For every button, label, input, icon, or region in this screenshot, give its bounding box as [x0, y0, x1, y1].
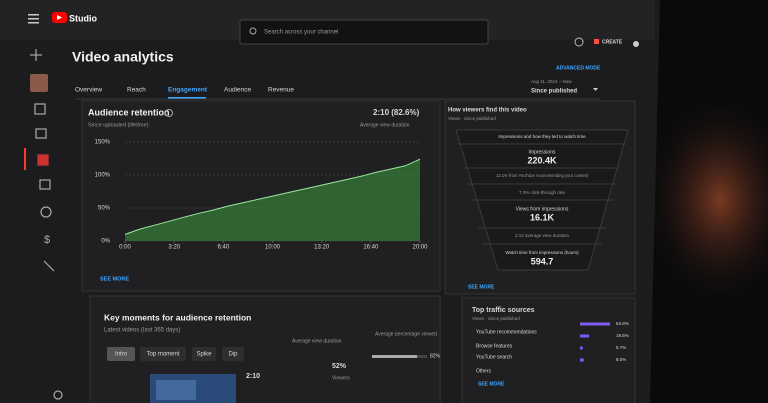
- views: 16.1K: [530, 212, 555, 222]
- tab[interactable]: Overview: [75, 87, 102, 94]
- svg-text:$: $: [44, 234, 50, 246]
- x-tick-label: 0:00: [119, 245, 131, 251]
- tab[interactable]: Reach: [127, 87, 146, 94]
- key-moments-title: Key moments for audience retention: [104, 312, 251, 322]
- impressions: 220.4K: [527, 155, 557, 165]
- traffic-source: YouTube recommendations: [476, 329, 537, 335]
- x-tick-label: 6:40: [217, 245, 229, 251]
- x-tick-label: 10:00: [265, 245, 281, 251]
- views-label: Views from impressions: [516, 206, 569, 212]
- funnel-texts: Impressions and how they led to watch ti…: [496, 134, 589, 266]
- retention-subtitle: Since uploaded (lifetime): [88, 122, 149, 128]
- create-icon: [594, 39, 599, 44]
- moment-buttons: Intro Top moment Spike Dip: [107, 347, 244, 361]
- traffic-source: Browse features: [476, 343, 513, 349]
- date-range: Aug 11, 2024 – Now: [531, 79, 572, 84]
- tab[interactable]: Engagement: [168, 87, 208, 94]
- logo-play: [57, 15, 62, 20]
- moment-button-label: Spike: [196, 352, 212, 358]
- traffic-subtitle: Views · Since published: [472, 316, 520, 321]
- moment-button-label: Dip: [228, 352, 238, 358]
- x-tick-label: 13:20: [314, 245, 330, 251]
- create-button[interactable]: CREATE: [602, 39, 623, 45]
- traffic-source: YouTube search: [476, 354, 512, 360]
- traffic-value: 5.7%: [616, 345, 626, 350]
- traffic-rows: YouTube recommendations 63.8% Browse featu…: [476, 321, 629, 374]
- traffic-source: Others: [476, 368, 492, 374]
- traffic-card: [461, 297, 636, 403]
- date-dropdown[interactable]: [593, 88, 598, 91]
- moment-button-label: Intro: [115, 352, 128, 358]
- watch-label: Watch time from impressions (hours): [505, 250, 579, 255]
- viewers-label: Viewers: [332, 375, 350, 381]
- moment-duration: 2:10: [246, 373, 260, 380]
- percent-viewed: 82%: [430, 353, 441, 359]
- traffic-value: 63.8%: [616, 321, 629, 326]
- help-icon[interactable]: [574, 37, 584, 47]
- search-icon: [249, 27, 257, 35]
- avg-duration-label: Average view duration: [360, 122, 410, 128]
- see-more[interactable]: SEE MORE: [100, 276, 129, 282]
- tab[interactable]: Audience: [224, 87, 251, 94]
- recommending: 12.1% from YouTube recommending your con…: [496, 173, 589, 178]
- moment-button[interactable]: [140, 347, 186, 361]
- x-tick-label: 20:00: [412, 245, 428, 251]
- y-tick-label: 50%: [98, 206, 111, 212]
- y-tick-label: 150%: [95, 140, 111, 146]
- y-tick-label: 100%: [95, 173, 111, 179]
- traffic-see-more[interactable]: SEE MORE: [478, 381, 505, 387]
- retention-title: Audience retention: [88, 107, 170, 117]
- date-label[interactable]: Since published: [531, 89, 577, 95]
- moment-button[interactable]: [192, 347, 216, 361]
- menu-icon[interactable]: [28, 14, 39, 24]
- tab[interactable]: Revenue: [268, 87, 294, 94]
- funnel-avd: 2:12 average view duration: [515, 233, 570, 238]
- account-icon[interactable]: [633, 41, 639, 47]
- info-icon[interactable]: [165, 109, 173, 117]
- funnel-subtitle: Views · Since published: [448, 116, 496, 121]
- moment-button-label: Top moment: [146, 352, 179, 358]
- watch-time: 594.7: [531, 256, 554, 266]
- video-thumbnail-small[interactable]: [30, 74, 48, 92]
- x-tick-label: 3:20: [168, 245, 180, 251]
- avd-column: Average view duration: [292, 338, 342, 344]
- x-tick-label: 16:40: [363, 245, 379, 251]
- thumbnail-detail: [156, 380, 196, 400]
- avg-duration: 2:10 (82.6%): [373, 108, 420, 117]
- page-heading: Video analytics: [72, 49, 174, 65]
- traffic-bar: [580, 346, 583, 350]
- ctr: 7.3% click-through rate: [519, 190, 566, 195]
- advanced-mode[interactable]: ADVANCED MODE: [556, 65, 601, 71]
- moment-button[interactable]: [107, 347, 135, 361]
- progress-fill: [372, 355, 418, 358]
- apv-column: Average percentage viewed: [375, 331, 437, 337]
- retention-line: [124, 158, 421, 235]
- traffic-bar: [580, 322, 610, 326]
- funnel-dividers: [458, 143, 626, 245]
- traffic-title: Top traffic sources: [472, 307, 535, 314]
- logo[interactable]: Studio: [69, 13, 97, 23]
- search-box[interactable]: [239, 19, 489, 45]
- tabs: Overview Reach Engagement Audience Revenue: [75, 87, 294, 99]
- active-indicator: [24, 148, 26, 170]
- lamp-glow: [640, 90, 768, 310]
- viewers: 52%: [332, 363, 347, 370]
- y-tick-label: 0%: [101, 239, 110, 245]
- funnel-see-more[interactable]: SEE MORE: [468, 284, 495, 290]
- key-moments-subtitle: Latest videos (last 365 days): [104, 328, 180, 334]
- moment-button[interactable]: [222, 347, 244, 361]
- traffic-value: 8.0%: [616, 357, 626, 362]
- sidebar: $: [30, 49, 63, 400]
- traffic-value: 19.5%: [616, 333, 629, 338]
- funnel-header: Impressions and how they led to watch ti…: [498, 134, 586, 139]
- tab-underline: [168, 97, 206, 99]
- traffic-bar: [580, 334, 590, 338]
- traffic-bar: [580, 358, 584, 362]
- search-placeholder: Search across your channel: [264, 30, 338, 36]
- funnel-title: How viewers find this video: [448, 108, 527, 114]
- impressions-label: Impressions: [529, 149, 556, 155]
- retention-chart: 0% 50% 100% 150% 0:00 3:20 6:40 10:00 13:20 16:40…: [95, 140, 429, 251]
